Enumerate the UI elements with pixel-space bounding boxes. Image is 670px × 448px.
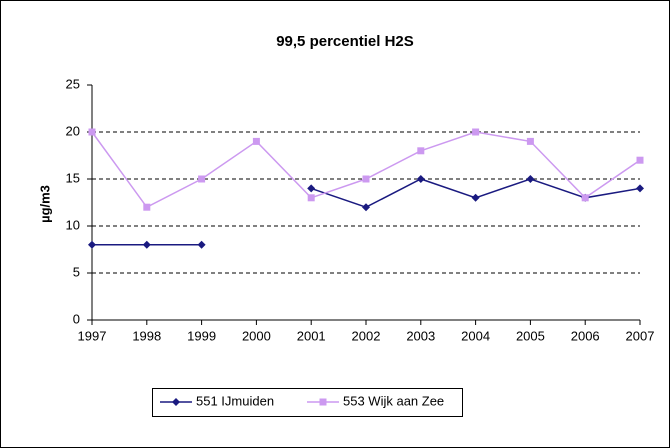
data-point: [636, 184, 644, 193]
data-point: [197, 240, 206, 249]
x-tick-label: 2006: [571, 328, 600, 343]
data-point: [307, 184, 316, 193]
x-tick-label: 1998: [132, 328, 161, 343]
x-tick-label: 1999: [187, 328, 216, 343]
y-axis-label: µg/m3: [37, 185, 52, 223]
data-point: [636, 156, 644, 164]
x-tick-label: 2003: [406, 328, 435, 343]
y-tick-label: 5: [73, 264, 80, 279]
data-point: [172, 398, 180, 406]
data-point: [416, 175, 425, 183]
y-tick-label: 20: [66, 123, 80, 138]
x-tick-label: 2004: [461, 328, 490, 343]
x-tick-label: 2000: [242, 328, 271, 343]
data-point: [471, 193, 480, 202]
data-point: [526, 137, 534, 145]
x-tick-label: 2007: [626, 328, 655, 343]
data-point: [362, 203, 370, 212]
y-tick-label: 25: [66, 76, 80, 91]
x-tick-label: 2002: [352, 328, 381, 343]
data-point: [472, 128, 480, 136]
data-point: [581, 194, 589, 202]
y-tick-label: 10: [66, 217, 80, 232]
x-tick-label: 1997: [78, 328, 107, 343]
data-point: [142, 240, 151, 249]
data-point: [307, 194, 315, 202]
legend-label: 551 IJmuiden: [196, 393, 274, 408]
data-point: [252, 137, 260, 145]
data-point: [88, 240, 96, 249]
chart-title: 99,5 percentiel H2S: [276, 33, 414, 50]
data-point: [362, 175, 370, 183]
data-point: [417, 147, 425, 155]
legend-label: 553 Wijk aan Zee: [343, 393, 444, 408]
data-point: [88, 128, 96, 136]
data-point: [526, 175, 535, 183]
y-tick-label: 0: [73, 311, 80, 326]
x-tick-label: 2005: [516, 328, 545, 343]
data-point: [143, 203, 151, 211]
data-point: [319, 398, 327, 406]
y-tick-label: 15: [66, 170, 80, 185]
data-point: [198, 175, 206, 183]
x-tick-label: 2001: [297, 328, 326, 343]
